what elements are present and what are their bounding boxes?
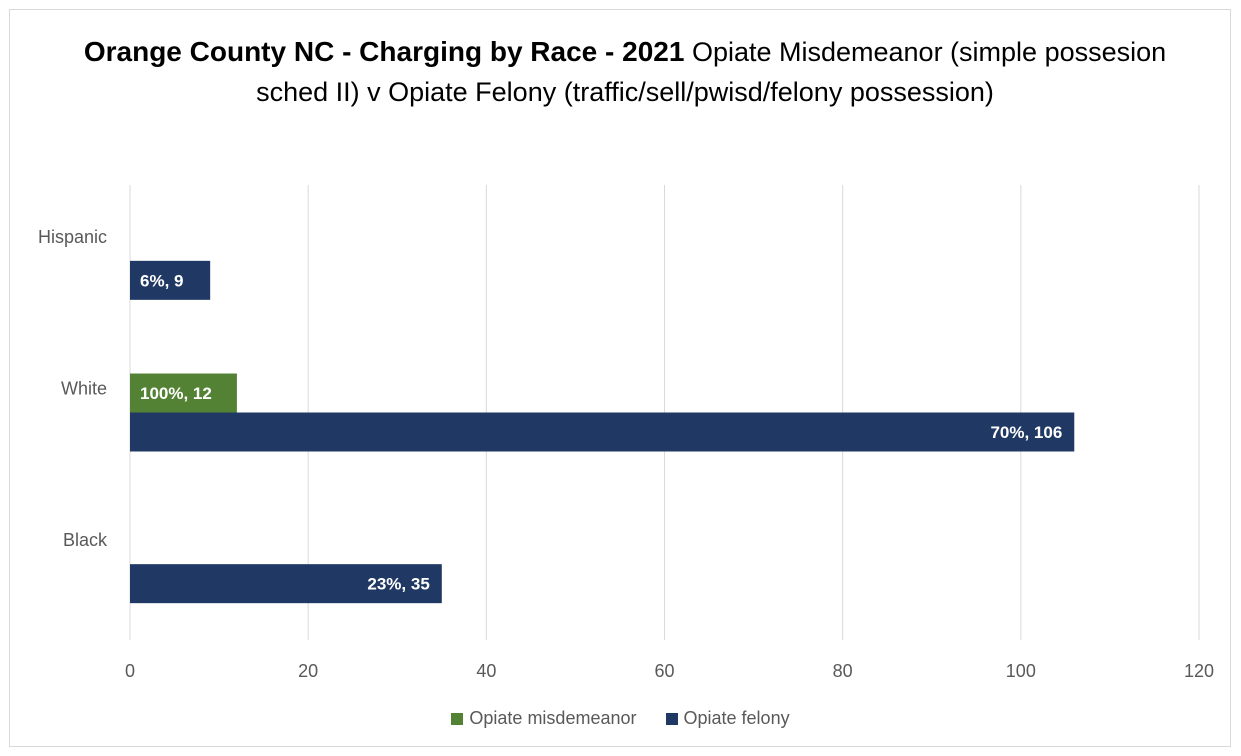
legend-label-felony: Opiate felony [683, 708, 790, 728]
data-label: 6%, 9 [140, 271, 183, 290]
chart-subtitle: Opiate Misdemeanor (simple possesion sch… [256, 37, 1167, 107]
legend-swatch-misdemeanor [451, 712, 464, 725]
category-label: White [61, 379, 107, 399]
legend-swatch-felony [665, 712, 678, 725]
data-label: 23%, 35 [367, 575, 429, 594]
data-label: 70%, 106 [990, 423, 1062, 442]
x-tick-label: 0 [125, 661, 135, 681]
legend-item-felony: Opiate felony [665, 708, 790, 729]
chart-title-block: Orange County NC - Charging by Race - 20… [60, 32, 1190, 112]
legend-label-misdemeanor: Opiate misdemeanor [469, 708, 637, 728]
category-label: Black [63, 530, 108, 550]
bar [130, 564, 442, 604]
x-tick-label: 60 [654, 661, 674, 681]
bar [130, 412, 1075, 452]
category-label: Hispanic [38, 227, 107, 247]
data-label: 100%, 12 [140, 384, 212, 403]
legend-item-misdemeanor: Opiate misdemeanor [451, 708, 637, 729]
x-tick-label: 80 [833, 661, 853, 681]
bar [130, 373, 237, 413]
chart-title: Orange County NC - Charging by Race - 20… [83, 36, 685, 67]
x-tick-label: 40 [476, 661, 496, 681]
x-tick-label: 100 [1006, 661, 1036, 681]
x-tick-label: 20 [298, 661, 318, 681]
bar [130, 260, 211, 300]
legend: Opiate misdemeanor Opiate felony [0, 708, 1241, 730]
x-tick-label: 120 [1184, 661, 1214, 681]
